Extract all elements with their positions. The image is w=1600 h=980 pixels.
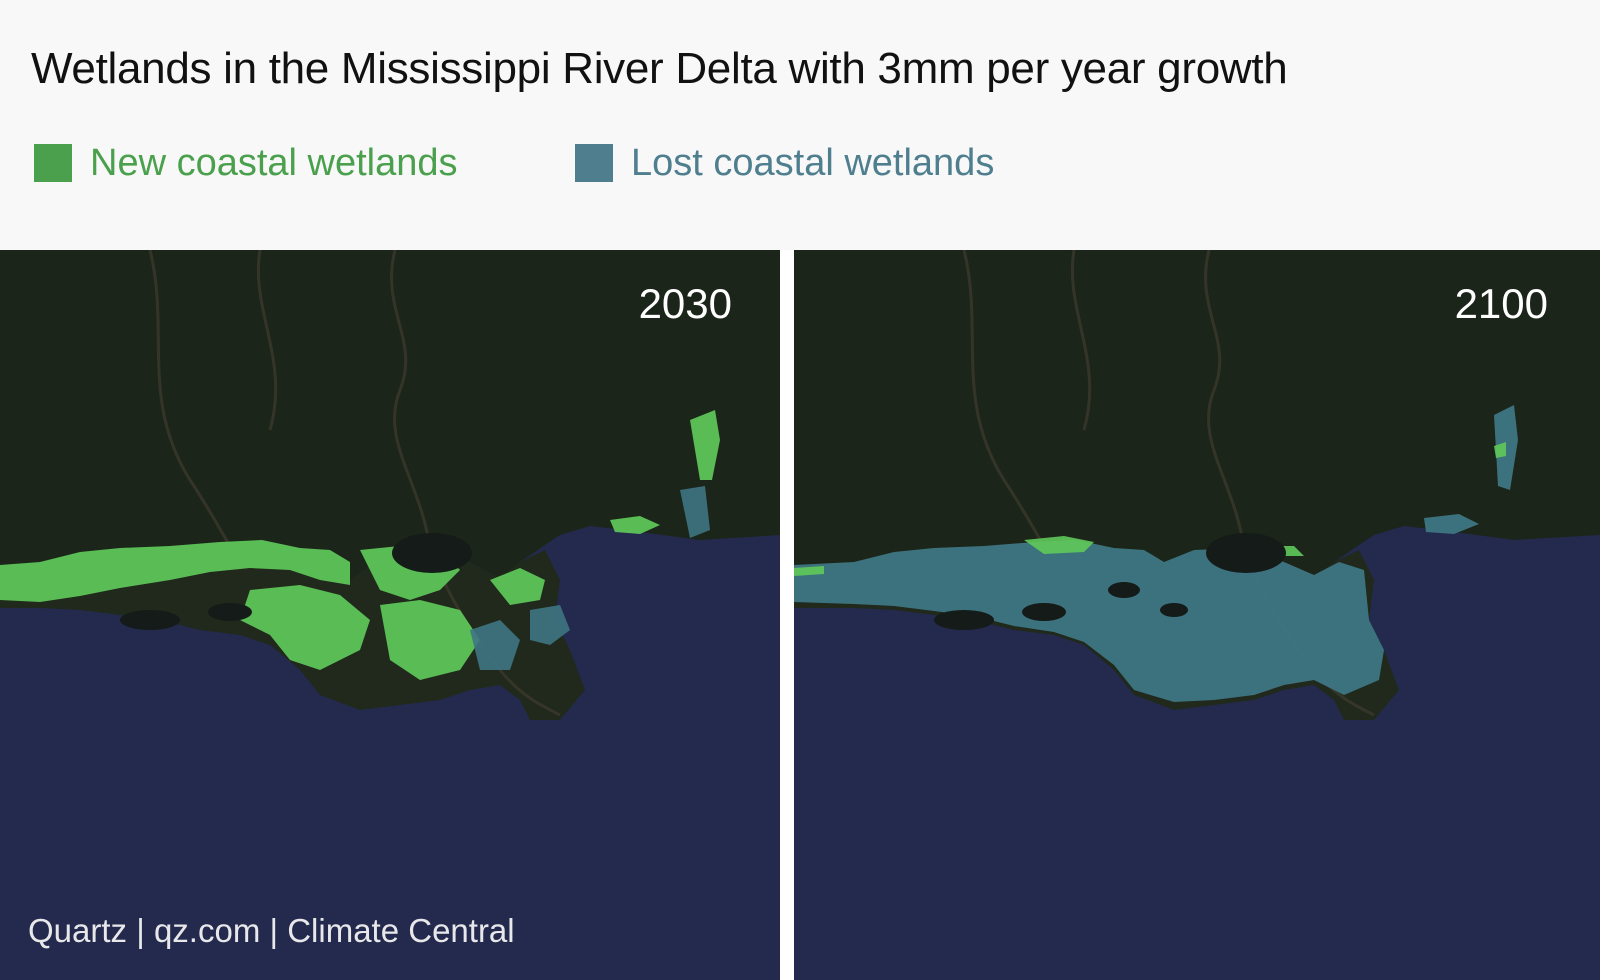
header: Wetlands in the Mississippi River Delta … xyxy=(0,0,1600,250)
mississippi-river xyxy=(1204,250,1246,549)
lakes xyxy=(120,533,472,630)
legend: New coastal wetlands Lost coastal wetlan… xyxy=(0,138,1600,188)
map-panel-2100: 2100 xyxy=(794,250,1600,980)
land-area xyxy=(794,250,1600,580)
year-label: 2100 xyxy=(1454,280,1548,327)
map-2100 xyxy=(794,250,1600,980)
atchafalaya-river xyxy=(962,250,1046,547)
lakes xyxy=(934,533,1286,630)
map-panel-2030: 2030 Quartz | qz.com | Climate Central xyxy=(0,250,780,980)
legend-item-lost-wetlands: Lost coastal wetlands xyxy=(575,138,994,188)
land-area xyxy=(0,250,780,580)
lost-wetlands-areas xyxy=(470,486,710,670)
page-title: Wetlands in the Mississippi River Delta … xyxy=(31,44,1288,93)
atchafalaya-river xyxy=(148,250,232,547)
tributary xyxy=(256,250,278,431)
legend-label-new: New coastal wetlands xyxy=(90,141,458,184)
lost-wetlands-swatch xyxy=(575,144,613,182)
credit: Quartz | qz.com | Climate Central xyxy=(28,912,515,949)
legend-item-new-wetlands: New coastal wetlands xyxy=(34,138,458,188)
legend-label-lost: Lost coastal wetlands xyxy=(631,141,995,184)
new-wetlands-swatch xyxy=(34,144,72,182)
tributary xyxy=(1070,250,1092,431)
lost-wetlands-areas xyxy=(794,405,1518,702)
mississippi-river xyxy=(390,250,432,549)
lake-pontchartrain xyxy=(1206,533,1286,573)
map-2030 xyxy=(0,250,780,980)
map-panels: 2030 Quartz | qz.com | Climate Central xyxy=(0,250,1600,980)
lake-pontchartrain xyxy=(392,533,472,573)
year-label: 2030 xyxy=(638,280,732,327)
